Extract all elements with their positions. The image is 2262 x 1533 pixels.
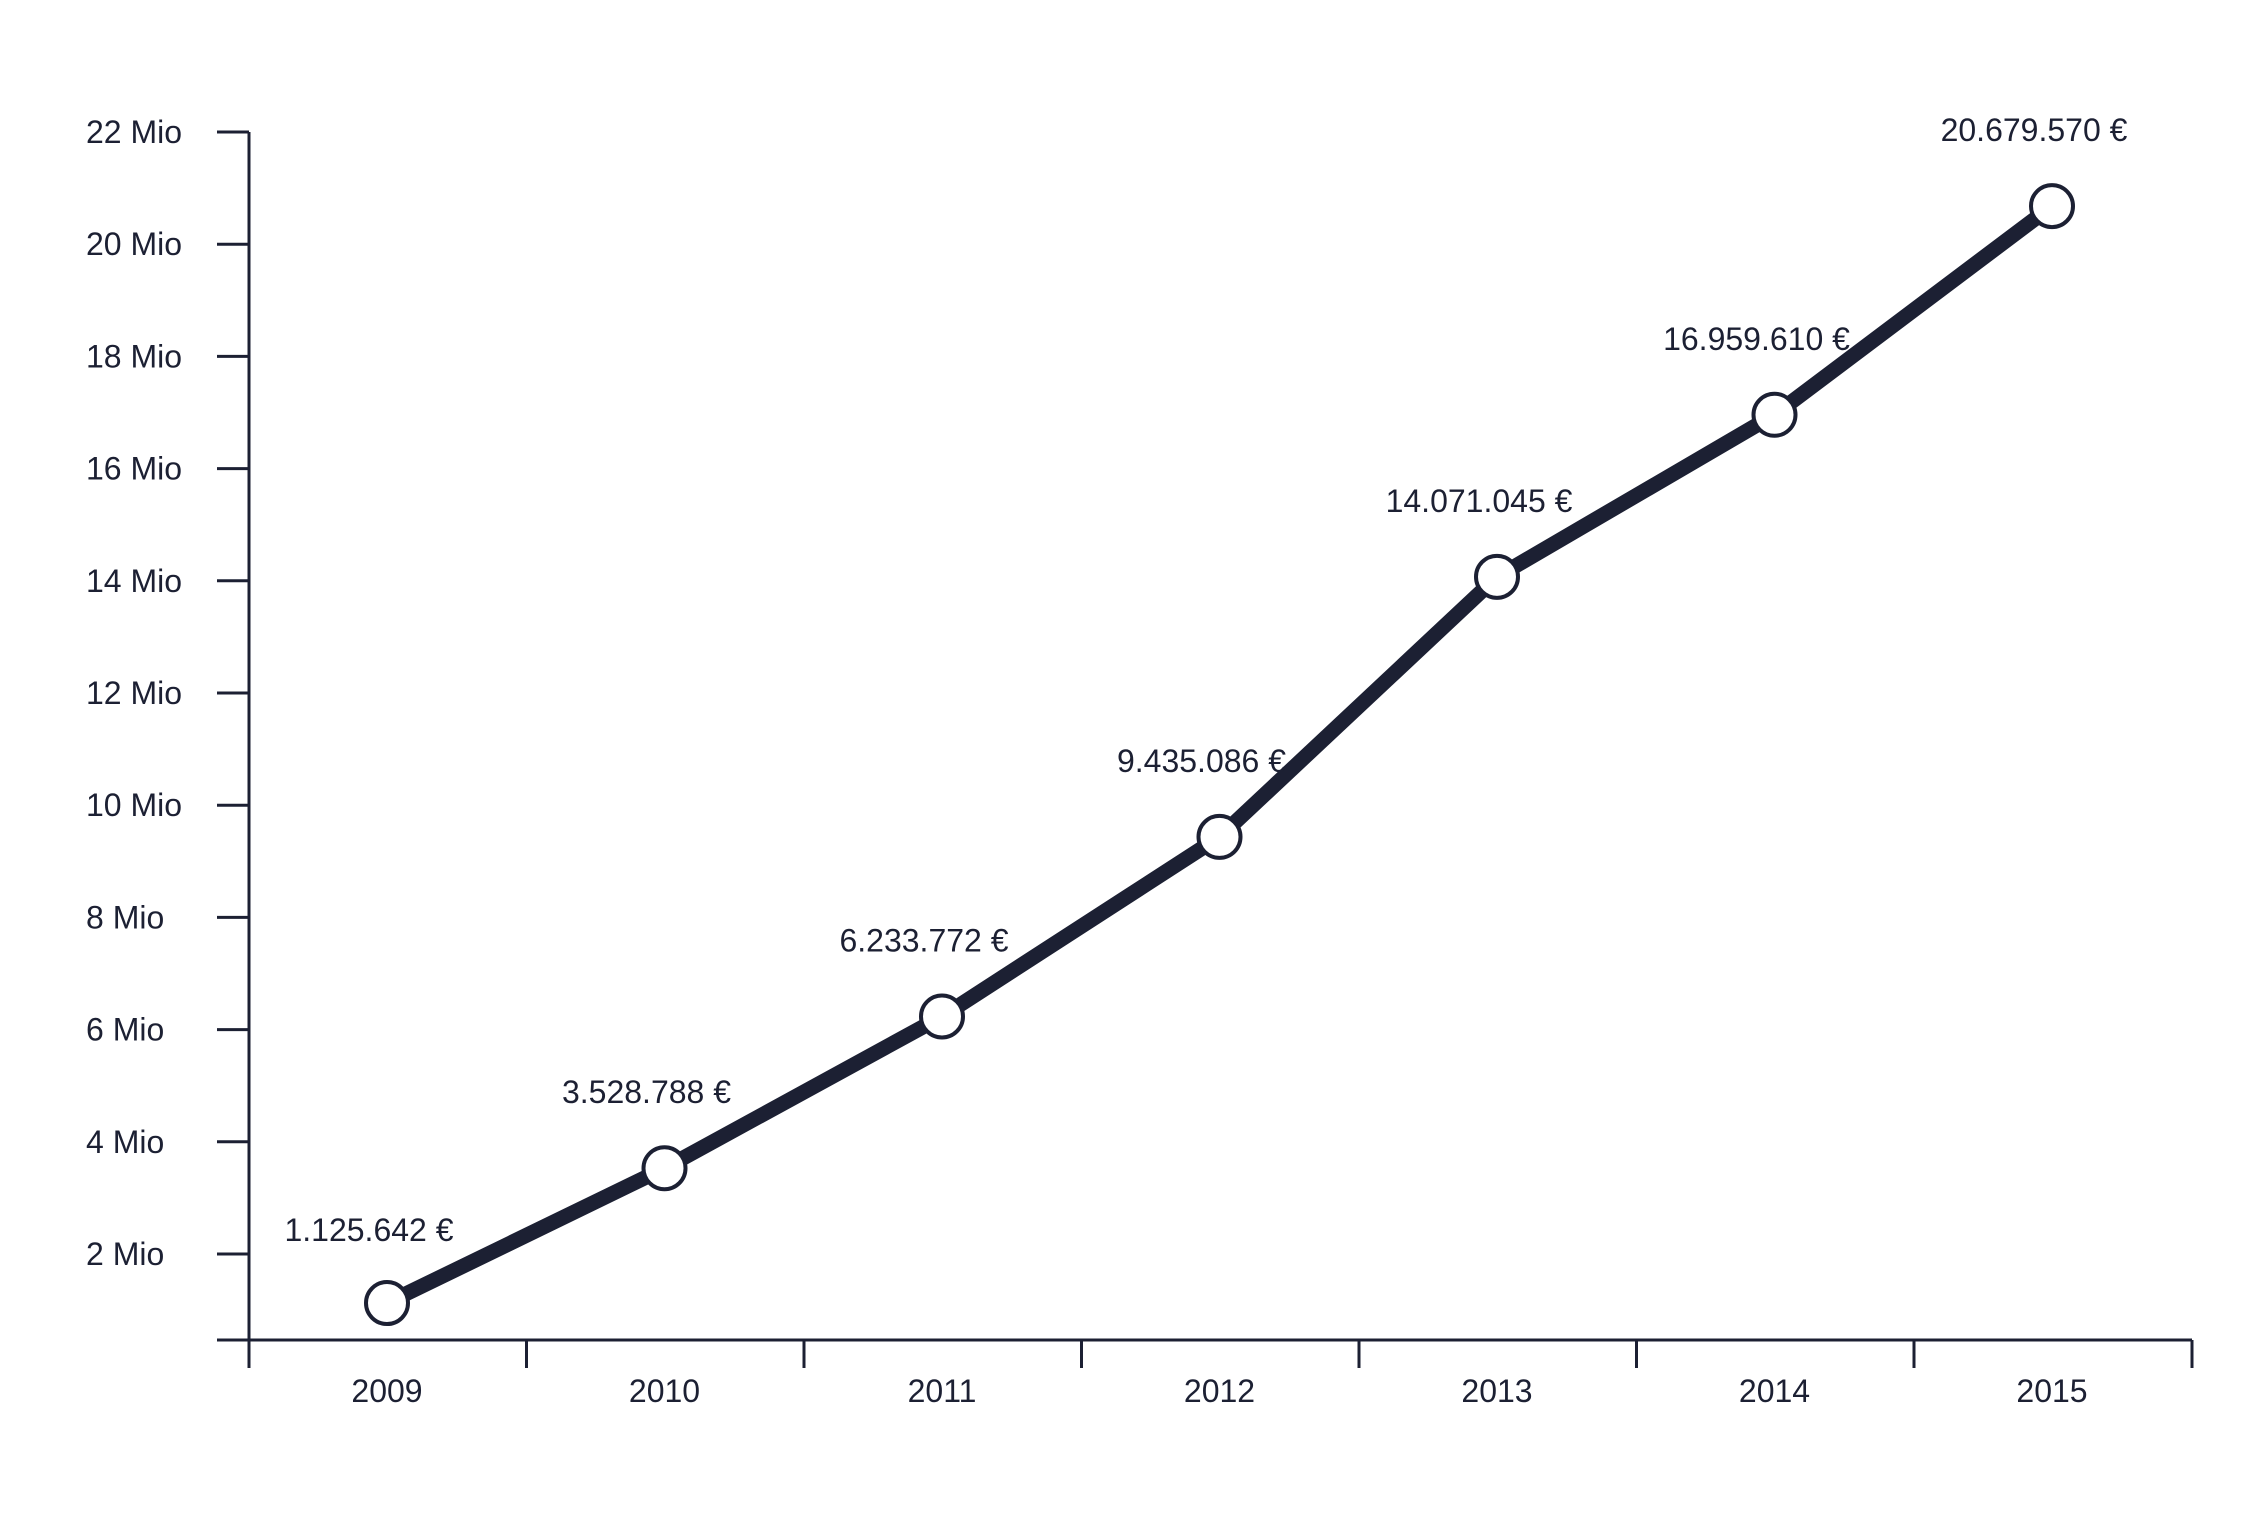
- y-tick-label: 12 Mio: [86, 675, 182, 711]
- data-point-marker: [641, 1145, 688, 1192]
- x-axis: 2009 2010 2011 2012 2013 2014 2015: [217, 1338, 2194, 1409]
- x-tick-label: 2009: [351, 1373, 422, 1409]
- data-label: 14.071.045 €: [1386, 483, 1573, 519]
- x-tick-label: 2014: [1739, 1373, 1810, 1409]
- data-label: 3.528.788 €: [562, 1074, 731, 1110]
- data-label: 1.125.642 €: [284, 1212, 453, 1248]
- data-label: 16.959.610 €: [1663, 321, 1850, 357]
- data-point-marker: [919, 993, 965, 1040]
- y-tick-label: 10 Mio: [86, 787, 182, 823]
- data-point-marker: [364, 1280, 410, 1327]
- x-tick-label: 2012: [1184, 1373, 1255, 1409]
- data-point-marker: [1474, 553, 1520, 600]
- y-axis: 2 Mio 4 Mio 6 Mio 8 Mio 10 Mio 12 Mio 14 Mio 16…: [86, 114, 251, 1340]
- x-tick-label: 2011: [908, 1373, 977, 1409]
- y-tick-label: 18 Mio: [86, 338, 182, 374]
- y-tick-label: 8 Mio: [86, 899, 164, 935]
- y-tick-label: 2 Mio: [86, 1236, 164, 1272]
- data-label: 9.435.086 €: [1117, 743, 1286, 779]
- data-label: 20.679.570 €: [1941, 112, 2128, 148]
- y-tick-label: 6 Mio: [86, 1012, 164, 1048]
- y-tick-label: 4 Mio: [86, 1124, 164, 1160]
- y-tick-label: 22 Mio: [86, 114, 182, 150]
- x-tick-label: 2013: [1461, 1373, 1532, 1409]
- x-tick-label: 2010: [629, 1373, 700, 1409]
- data-labels: 1.125.642 € 3.528.788 € 6.233.772 € 9.435.0…: [284, 112, 2127, 1248]
- x-tick-label: 2015: [2016, 1373, 2087, 1409]
- data-point-marker: [1196, 813, 1243, 860]
- data-point-marker: [2029, 183, 2075, 230]
- data-points: [364, 183, 2075, 1327]
- data-point-marker: [1751, 391, 1798, 438]
- data-label: 6.233.772 €: [839, 922, 1008, 958]
- y-tick-label: 14 Mio: [86, 563, 182, 599]
- y-tick-label: 16 Mio: [86, 451, 182, 487]
- y-tick-label: 20 Mio: [86, 226, 182, 262]
